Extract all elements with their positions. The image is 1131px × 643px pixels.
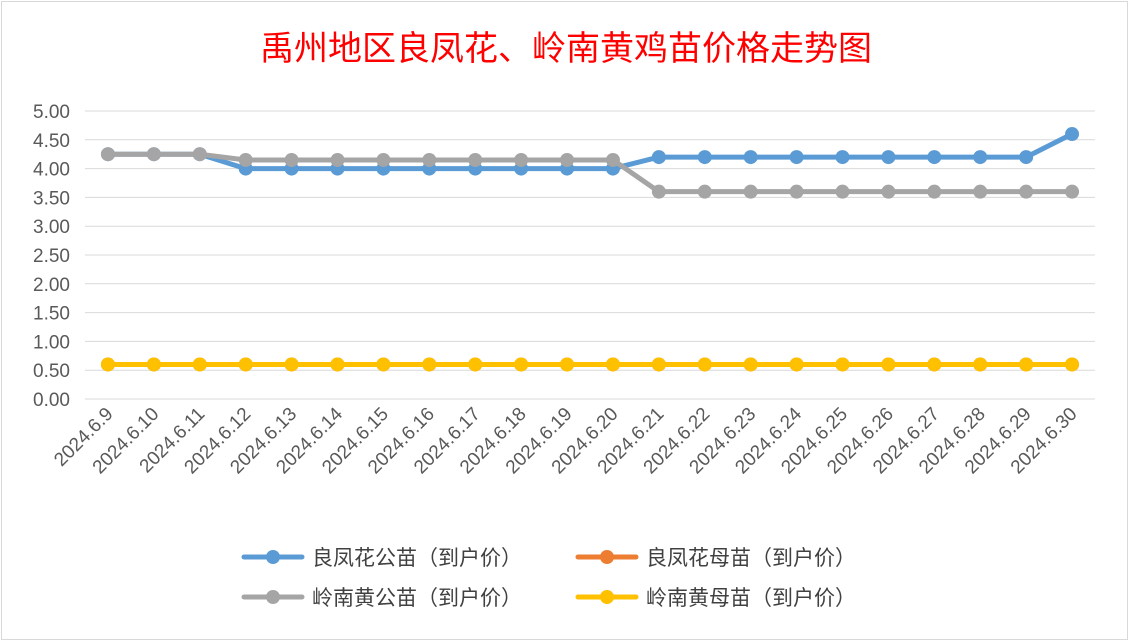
legend-item: 岭南黄公苗（到户价） (241, 586, 522, 610)
legend-label: 岭南黄母苗（到户价） (646, 586, 856, 610)
legend-label: 良凤花公苗（到户价） (312, 546, 522, 570)
data-point (927, 184, 942, 199)
data-point (1065, 127, 1080, 142)
y-tick-label: 2.50 (33, 246, 70, 267)
data-point (789, 184, 804, 199)
data-point (468, 357, 483, 372)
grid-lines (85, 110, 1095, 400)
data-point (881, 184, 896, 199)
data-point (146, 147, 161, 162)
series-layer (100, 127, 1080, 372)
data-point (927, 357, 942, 372)
legend-item: 良凤花公苗（到户价） (241, 546, 522, 570)
data-point (973, 184, 988, 199)
data-point (1065, 357, 1080, 372)
data-point (835, 184, 850, 199)
data-point (514, 152, 529, 167)
y-tick-label: 1.00 (33, 332, 70, 353)
series-line (105, 131, 1075, 172)
data-point (330, 357, 345, 372)
data-point (651, 184, 666, 199)
data-point (1019, 150, 1034, 165)
y-tick-label: 5.00 (33, 102, 70, 123)
data-point (697, 184, 712, 199)
chart-title: 禹州地区良凤花、岭南黄鸡苗价格走势图 (260, 29, 872, 69)
y-tick-label: 4.00 (33, 160, 70, 181)
series-3 (100, 357, 1080, 372)
data-point (284, 152, 299, 167)
legend: 良凤花公苗（到户价） 良凤花母苗（到户价） 岭南黄公苗（到户价） 岭南黄母苗（到户价） (241, 546, 856, 610)
data-point (100, 357, 115, 372)
data-point (330, 152, 345, 167)
y-tick-label: 2.00 (33, 275, 70, 296)
y-tick-label: 3.50 (33, 188, 70, 209)
data-point (1019, 357, 1034, 372)
data-point (560, 357, 575, 372)
y-tick-label: 0.50 (33, 361, 70, 382)
legend-swatch-marker (600, 590, 614, 604)
data-point (973, 150, 988, 165)
data-point (835, 150, 850, 165)
data-point (192, 357, 207, 372)
data-point (743, 150, 758, 165)
legend-label: 岭南黄公苗（到户价） (312, 586, 522, 610)
data-point (651, 357, 666, 372)
data-point (651, 150, 666, 165)
y-axis: 0.00 0.50 1.00 1.50 2.00 2.50 3.00 3.50 4.00 4.50… (33, 102, 70, 411)
data-point (881, 357, 896, 372)
data-point (789, 150, 804, 165)
series-2 (100, 147, 1080, 199)
data-point (376, 152, 391, 167)
data-point (697, 357, 712, 372)
y-tick-label: 4.50 (33, 131, 70, 152)
y-tick-label: 1.50 (33, 304, 70, 325)
x-axis: 2024.6.92024.6.102024.6.112024.6.122024.… (50, 403, 1081, 478)
data-point (605, 357, 620, 372)
data-point (238, 357, 253, 372)
data-point (422, 152, 437, 167)
data-point (192, 147, 207, 162)
y-tick-label: 0.00 (33, 390, 70, 411)
legend-swatch-marker (266, 550, 280, 564)
data-point (1065, 184, 1080, 199)
y-tick-label: 3.00 (33, 217, 70, 238)
data-point (468, 152, 483, 167)
legend-label: 良凤花母苗（到户价） (646, 546, 856, 570)
data-point (100, 147, 115, 162)
data-point (284, 357, 299, 372)
data-point (422, 357, 437, 372)
data-point (146, 357, 161, 372)
data-point (1019, 184, 1034, 199)
data-point (605, 152, 620, 167)
data-point (743, 357, 758, 372)
legend-swatch-marker (600, 550, 614, 564)
data-point (743, 184, 758, 199)
data-point (376, 357, 391, 372)
data-point (835, 357, 850, 372)
legend-swatch-marker (266, 590, 280, 604)
legend-item: 岭南黄母苗（到户价） (575, 586, 856, 610)
series-line (105, 151, 1075, 195)
data-point (560, 152, 575, 167)
legend-item: 良凤花母苗（到户价） (575, 546, 856, 570)
data-point (789, 357, 804, 372)
data-point (927, 150, 942, 165)
data-point (238, 152, 253, 167)
data-point (514, 357, 529, 372)
data-point (697, 150, 712, 165)
data-point (973, 357, 988, 372)
data-point (881, 150, 896, 165)
